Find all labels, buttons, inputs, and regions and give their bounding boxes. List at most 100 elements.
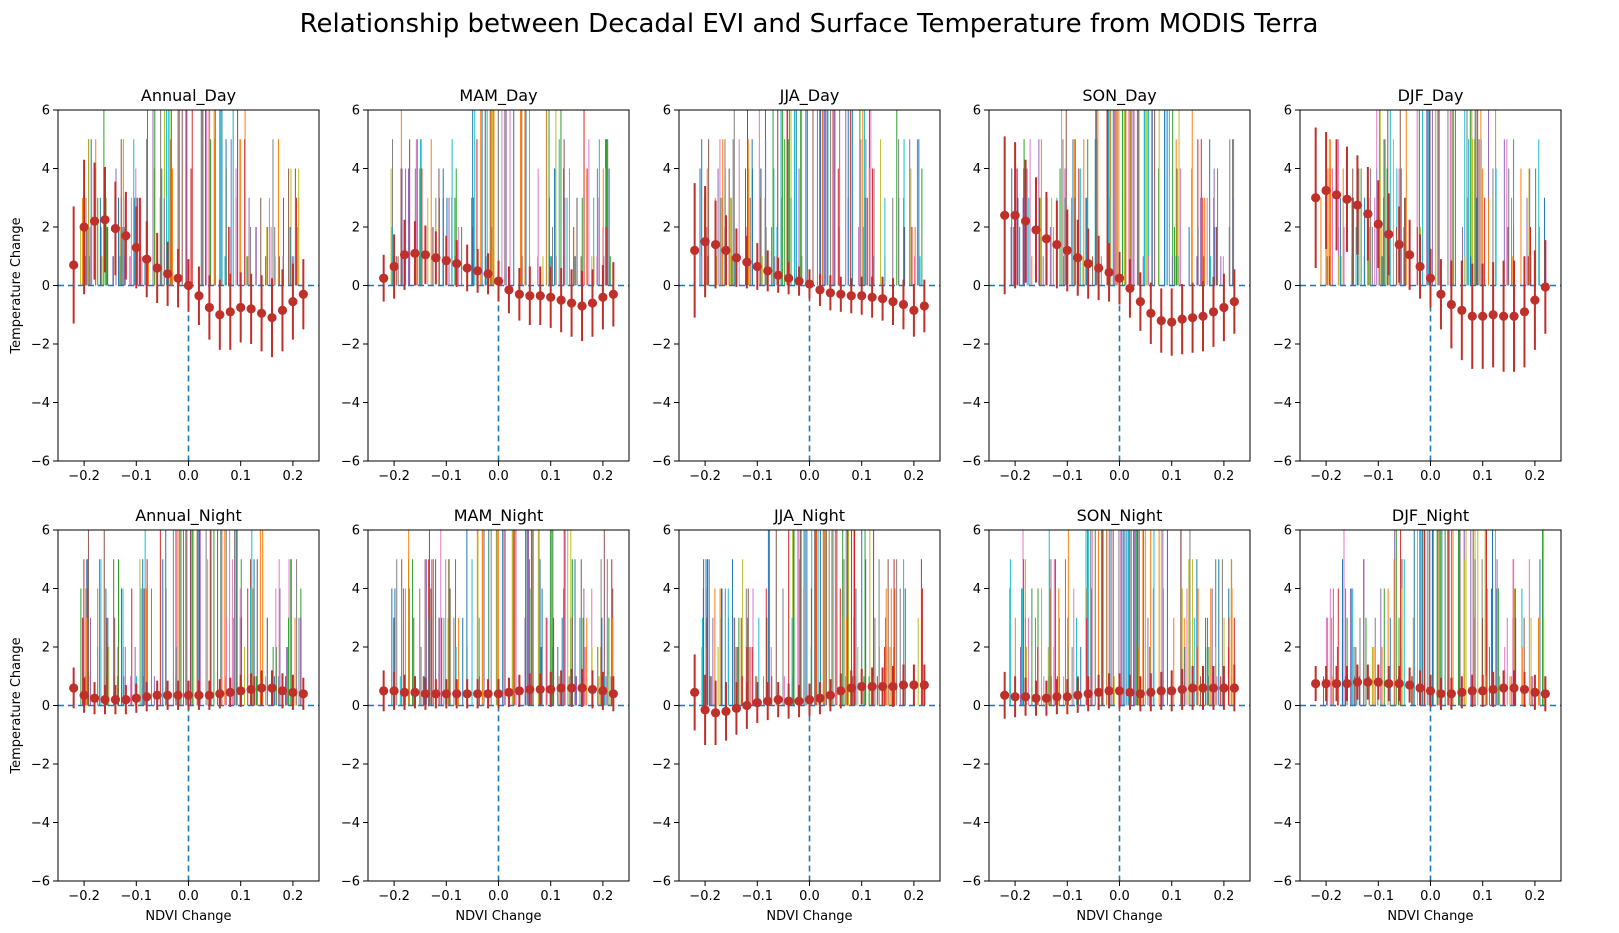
x-tick-label: 0.0 [1420,469,1441,484]
data-point [79,222,89,232]
y-tick-label: −2 [1273,758,1292,773]
data-point [1519,684,1530,695]
y-tick-label: −4 [31,816,50,831]
y-tick-label: 4 [663,582,671,597]
x-tick-label: −0.1 [742,889,774,904]
data-point [152,263,162,273]
x-tick-label: 0.2 [1525,889,1546,904]
data-point [483,269,493,279]
y-tick-label: −4 [652,396,671,411]
data-point [1156,316,1166,326]
data-point [183,690,194,700]
data-point [1073,690,1083,700]
data-point [1135,689,1145,699]
x-tick-label: 0.0 [488,889,509,904]
panel-mam-night: MAM_Night −0.2 −0.1 0.0 0.1 0.2 −6 −4 −2 0 2 4 6 NDVI… [341,506,630,924]
y-tick-label: −2 [962,758,981,773]
y-tick-label: 0 [663,699,671,714]
data-point [100,695,110,705]
y-tick-label: 2 [352,641,360,656]
panel-title: Annual_Night [135,506,242,526]
data-point [721,706,731,716]
data-point [288,296,298,307]
y-tick-label: 2 [663,221,671,236]
y-tick-label: 6 [663,104,671,119]
data-points [1000,664,1239,719]
data-point [267,313,277,323]
data-point [535,684,545,695]
data-point [89,693,100,703]
panel-title: SON_Day [1082,86,1156,106]
data-point [1311,678,1321,689]
data-point [1467,311,1477,321]
y-tick-label: 6 [352,524,360,539]
data-point [389,261,399,272]
x-tick-label: 0.1 [230,889,251,904]
data-point [784,696,794,706]
y-tick-label: −4 [31,396,50,411]
data-point [1415,261,1425,272]
x-tick-label: 0.1 [851,469,872,484]
panel-title: JJA_Day [779,86,840,106]
data-point [1198,311,1208,321]
y-tick-label: 4 [1284,582,1292,597]
panel-title: SON_Night [1077,506,1163,526]
data-point [183,280,194,291]
data-point [142,254,152,264]
data-point [256,308,267,318]
data-point [441,689,451,699]
y-tick-label: 4 [663,162,671,177]
data-point [163,269,173,279]
data-point [1000,210,1010,220]
background-lines [1010,110,1235,286]
panel-plot-area [989,110,1250,461]
data-point [69,260,79,270]
panel-jja-day: JJA_Day −0.2 −0.1 0.0 0.1 0.2 −6 −4 −2 0 2 4 6 [652,86,941,484]
data-point [587,684,598,695]
y-tick-label: −6 [962,455,981,470]
y-tick-label: 2 [1284,221,1292,236]
data-point [815,285,825,295]
data-point [700,237,710,247]
data-point [909,305,919,315]
x-tick-label: −0.1 [1363,889,1395,904]
x-tick-label: −0.2 [999,889,1031,904]
data-point [1073,253,1083,263]
data-point [1436,289,1446,299]
data-point [473,689,483,699]
background-lines [701,530,923,706]
data-point [1104,267,1114,277]
panel-plot-area [679,110,940,461]
data-point [577,683,587,693]
x-tick-label: 0.2 [283,889,304,904]
data-point [420,250,431,260]
data-points [69,159,308,358]
panel-plot-area [1300,110,1561,461]
background-lines [80,110,300,286]
data-point [556,683,566,693]
data-point [1000,690,1010,700]
data-point [1114,273,1125,283]
data-points [379,219,618,342]
data-point [236,686,246,696]
panel-title: DJF_Night [1392,506,1469,526]
data-point [1509,683,1519,693]
data-point [1041,693,1052,703]
data-point [867,681,877,692]
x-tick-label: 0.2 [283,469,304,484]
data-point [1509,311,1519,321]
y-tick-label: 0 [1284,279,1292,294]
data-point [389,686,399,696]
data-point [1041,234,1052,244]
data-point [710,239,721,250]
data-point [690,245,700,255]
data-point [608,689,618,699]
y-tick-label: 4 [42,162,50,177]
data-point [441,256,451,266]
data-point [1498,683,1509,693]
data-point [1373,677,1383,687]
data-point [142,692,152,702]
data-point [379,686,389,696]
data-point [742,257,752,267]
data-point [587,298,598,308]
